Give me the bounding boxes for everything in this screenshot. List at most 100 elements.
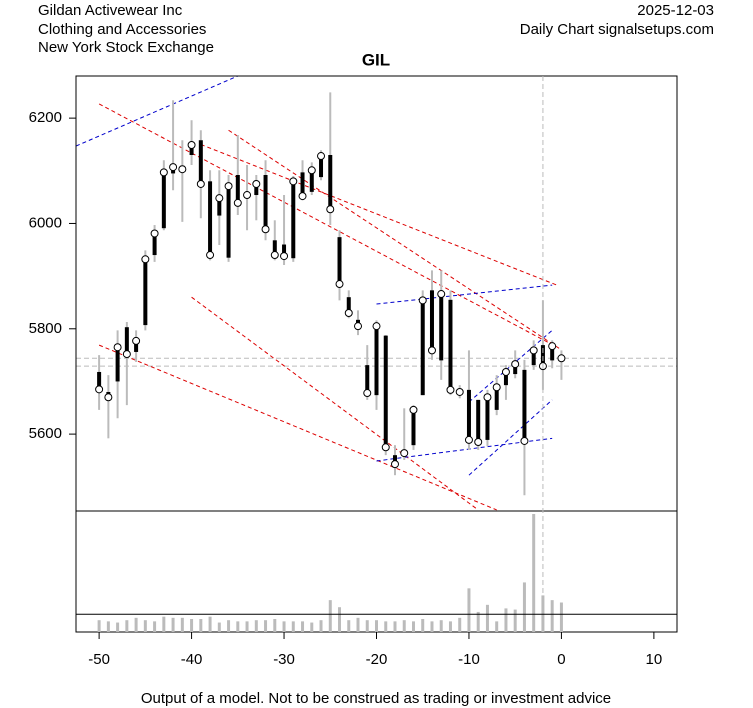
body [540,345,545,367]
footer: Output of a model. Not to be construed a… [141,690,611,707]
body [254,183,259,196]
body [309,170,314,192]
close-marker [464,435,473,444]
y-tick-label: 5600 [29,425,62,442]
body [383,335,388,448]
close-marker [520,436,529,445]
body [550,346,555,361]
body [189,144,194,155]
close-marker [317,152,326,161]
close-marker [169,163,178,172]
body [198,140,203,184]
close-marker [298,192,307,201]
body [235,175,240,203]
close-marker [326,205,335,214]
close-marker [418,296,427,305]
trend-line [468,399,553,476]
close-marker [363,389,372,398]
close-marker [344,308,353,317]
close-marker [132,336,141,345]
close-marker [104,393,113,402]
y-tick-label: 6000 [29,214,62,231]
close-marker [159,168,168,177]
body [365,365,370,394]
x-tick-label: -10 [458,651,480,668]
trend-line [468,329,553,403]
body [161,172,166,229]
close-marker [400,449,409,458]
close-marker [122,350,131,359]
close-marker [335,280,344,289]
close-marker [187,140,196,149]
x-tick-label: -20 [366,651,388,668]
trend-line [98,344,497,511]
close-marker [233,198,242,207]
body [485,397,490,440]
body [374,326,379,396]
close-marker [354,322,363,331]
close-marker [483,393,492,402]
close-marker [548,342,557,351]
body [97,371,102,390]
chart-title: GIL [362,50,390,69]
y-tick-label: 5800 [29,320,62,337]
close-marker [215,194,224,203]
close-marker [427,346,436,355]
body [291,181,296,259]
close-marker [280,252,289,261]
sector: Clothing and Accessories [38,21,206,38]
close-marker [261,225,270,234]
close-marker [557,354,566,363]
close-marker [113,343,122,352]
close-marker [289,177,298,186]
x-tick-label: -40 [181,651,203,668]
body [513,364,518,375]
body [226,186,231,258]
close-marker [196,179,205,188]
body [346,297,351,313]
body [263,175,268,230]
body [115,347,120,382]
close-marker [501,367,510,376]
trend-line [376,284,553,305]
close-marker [252,179,261,188]
body [143,259,148,326]
body [152,233,157,256]
body [134,340,139,352]
close-marker [307,166,316,175]
close-marker [446,385,455,394]
close-marker [381,443,390,452]
x-tick-label: 10 [646,651,663,668]
body [217,198,222,216]
close-marker [206,251,215,260]
close-marker [409,405,418,414]
close-marker [390,460,399,469]
trend-line [76,76,239,147]
trend-line [98,103,553,346]
y-tick-label: 6200 [29,109,62,126]
body [124,327,129,355]
body [392,455,397,465]
exchange: New York Stock Exchange [38,39,214,56]
close-marker [178,165,187,174]
close-marker [474,438,483,447]
body [282,244,287,257]
x-tick-label: 0 [557,651,565,668]
close-marker [437,290,446,299]
body [429,290,434,351]
body [466,389,471,440]
body [531,350,536,366]
body [328,154,333,210]
trend-line [200,143,557,286]
trend-line [191,296,479,511]
close-marker [529,346,538,355]
body [208,181,213,256]
source: Daily Chart signalsetups.com [520,21,714,38]
close-marker [455,387,464,396]
close-marker [150,229,159,238]
trend-line [228,129,562,351]
close-marker [511,360,520,369]
price-panel [76,76,677,511]
body [494,387,499,410]
